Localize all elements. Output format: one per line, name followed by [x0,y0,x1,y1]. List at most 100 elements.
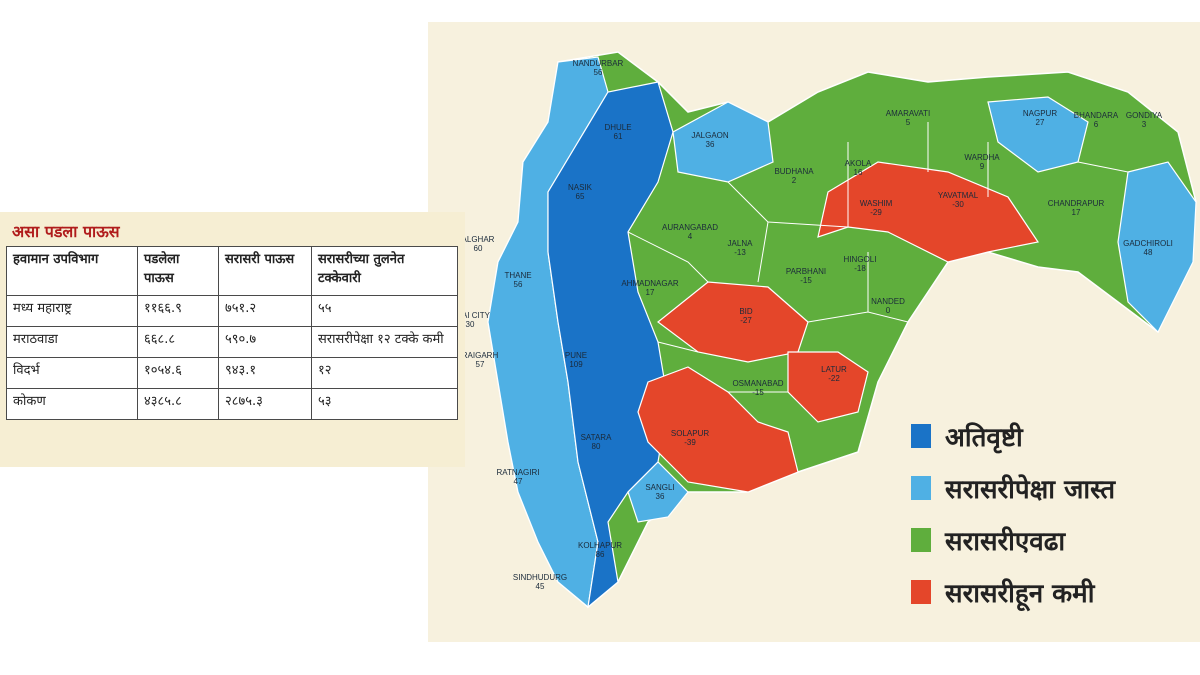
district-label-chandrapur: CHANDRAPUR 17 [1048,199,1104,217]
cell-percent: ५३ [311,388,458,420]
legend-label: सरासरीपेक्षा जास्त [945,475,1116,505]
district-name: BUDHANA [774,167,814,176]
district-name: CHANDRAPUR [1047,199,1105,208]
district-label-satara: SATARA 80 [581,433,612,451]
district-name: MBAI CITY [449,311,491,320]
cell-average: ५९०.७ [218,326,312,358]
district-value: 60 [473,244,483,253]
district-label-parbhani: PARBHANI -15 [786,267,826,285]
district-value: 56 [593,68,603,77]
cell-subdivision: मराठवाडा [6,326,138,358]
district-name: NAGPUR [1022,109,1058,118]
district-value: 5 [905,118,911,127]
district-label-nasik: NASIK 65 [568,183,592,201]
district-label-wardha: WARDHA 9 [964,153,999,171]
district-value: -29 [870,208,882,217]
district-name: WASHIM [859,199,893,208]
district-name: LATUR [821,365,847,374]
district-label-gondiya: GONDIYA 3 [1126,111,1162,129]
legend-item: सरासरीपेक्षा जास्त [911,462,1171,514]
district-name: KOLHAPUR [577,541,623,550]
district-name: DHULE [604,123,632,132]
district-label-mbai-city: MBAI CITY 30 [450,311,490,329]
district-value: 36 [705,140,715,149]
district-value: -39 [684,438,696,447]
district-value: 47 [513,477,523,486]
cell-percent: ५५ [311,295,458,327]
cell-subdivision: कोकण [6,388,138,420]
district-label-nandurbar: NANDURBAR 56 [573,59,624,77]
district-name: SANGLI [645,483,675,492]
district-name: NANDED [871,297,905,306]
cell-average: ९४३.१ [218,357,312,389]
district-label-bhandara: BHANDARA 6 [1074,111,1118,129]
legend-label: सरासरीहून कमी [945,579,1095,609]
legend-item: अतिवृष्टी [911,410,1171,462]
district-value: 56 [513,280,523,289]
district-name: THANE [504,271,532,280]
district-label-raigarh: RAIGARH 57 [462,351,498,369]
legend-swatch [911,424,931,448]
table-title: असा पडला पाऊस [12,222,120,241]
region-jalgaon [672,101,774,183]
cell-rainfall: ११६६.९ [137,295,219,327]
district-label-bid: BID -27 [739,307,752,325]
district-label-kolhapur: KOLHAPUR 86 [578,541,622,559]
legend-label: सरासरीएवढा [945,527,1066,557]
district-value: 86 [595,550,605,559]
cell-rainfall: १०५४.६ [137,357,219,389]
district-label-ahmadnagar: AHMADNAGAR 17 [621,279,678,297]
district-value: 48 [1143,248,1153,257]
district-label-amaravati: AMARAVATI 5 [886,109,930,127]
district-value: 109 [569,360,583,369]
cell-subdivision: मध्य महाराष्ट्र [6,295,138,327]
district-label-jalgaon: JALGAON 36 [691,131,728,149]
district-label-gadchiroli: GADCHIROLI 48 [1123,239,1173,257]
district-name: HINGOLI [843,255,877,264]
district-name: RAIGARH [461,351,499,360]
legend-swatch [911,528,931,552]
district-name: BHANDARA [1073,111,1119,120]
district-name: RATNAGIRI [496,468,540,477]
district-value: 45 [535,582,545,591]
district-name: JALNA [727,239,753,248]
legend-item: सरासरीएवढा [911,514,1171,566]
district-name: WARDHA [964,153,1000,162]
district-value: -27 [740,316,752,325]
district-label-latur: LATUR -22 [821,365,847,383]
map-panel: NANDURBAR 56 DHULE 61 JALGAON 36 NASIK 65 ALGHAR… [428,22,1200,642]
table-header-row: हवामान उपविभाग पडलेला पाऊस सरासरी पाऊस स… [6,246,458,296]
district-name: AKOLA [844,159,872,168]
district-label-akola: AKOLA 16 [845,159,872,177]
district-value: -22 [828,374,840,383]
district-value: 17 [1071,208,1081,217]
district-value: 80 [591,442,601,451]
district-value: 30 [465,320,475,329]
legend-swatch [911,476,931,500]
legend-label: अतिवृष्टी [945,423,1023,453]
region-sangli [627,461,689,523]
header-rainfall-received: पडलेला पाऊस [137,246,219,296]
table-row: मध्य महाराष्ट्र ११६६.९ ७५१.२ ५५ [6,295,458,327]
district-borders [627,122,1129,393]
district-value: 57 [475,360,485,369]
cell-rainfall: ६६८.८ [137,326,219,358]
district-label-yavatmal: YAVATMAL -30 [938,191,978,209]
cell-average: ७५१.२ [218,295,312,327]
cell-rainfall: ४३८५.८ [137,388,219,420]
cell-percent: १२ [311,357,458,389]
district-label-hingoli: HINGOLI -18 [844,255,877,273]
region-gadchiroli [1117,161,1197,334]
header-subdivision: हवामान उपविभाग [6,246,138,296]
rainfall-table: हवामान उपविभाग पडलेला पाऊस सरासरी पाऊस स… [6,246,458,420]
district-name: SINDHUDURG [512,573,568,582]
district-label-pune: PUNE 109 [565,351,587,369]
table-row: कोकण ४३८५.८ २८७५.३ ५३ [6,388,458,420]
district-label-sindhudurg: SINDHUDURG 45 [513,573,567,591]
legend: अतिवृष्टी सरासरीपेक्षा जास्त सरासरीएवढा सरा… [911,410,1171,618]
district-name: BID [739,307,753,316]
district-name: OSMANABAD [732,379,784,388]
cell-percent: सरासरीपेक्षा १२ टक्के कमी [311,326,458,358]
rainfall-table-panel: असा पडला पाऊस हवामान उपविभाग पडलेला पाऊस… [0,212,465,467]
header-average-rainfall: सरासरी पाऊस [218,246,312,296]
